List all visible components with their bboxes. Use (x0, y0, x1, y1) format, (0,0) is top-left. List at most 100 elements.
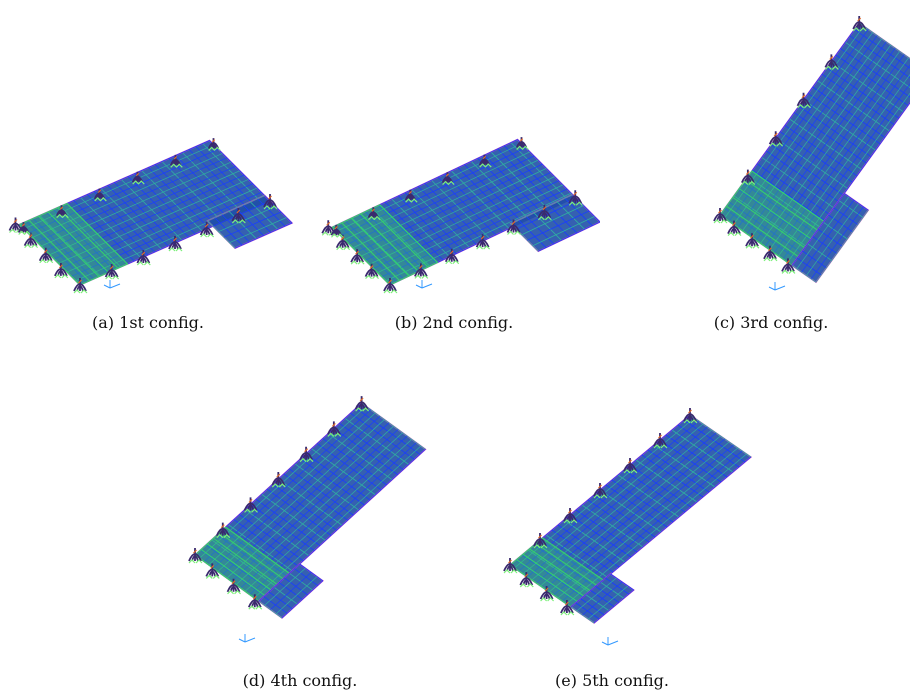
grid-line (858, 22, 910, 60)
band-line (509, 564, 572, 608)
support-branches (168, 236, 182, 250)
grid-line (53, 174, 245, 260)
grid-line (203, 409, 371, 562)
band-line (542, 537, 604, 581)
grid-line (270, 572, 312, 610)
support-base (39, 258, 54, 264)
support-branches (713, 208, 727, 222)
support-base (445, 259, 460, 265)
structural-model-4 (188, 396, 427, 643)
support-column (205, 563, 220, 579)
grid-line (275, 576, 318, 615)
support-branches (23, 232, 38, 246)
grid-line (344, 151, 531, 240)
support-accent (750, 234, 754, 239)
supports (321, 137, 583, 294)
subfigure-a (0, 50, 300, 310)
band-line (350, 217, 410, 277)
grid-line (810, 206, 864, 280)
support-branches (327, 421, 341, 435)
support-accent (248, 498, 253, 503)
supports (713, 16, 867, 274)
axis-x (421, 283, 433, 289)
grid-line (49, 170, 240, 256)
axis-triad (238, 634, 256, 643)
support-column (169, 154, 183, 168)
support-column (414, 263, 429, 279)
support-column (539, 586, 555, 602)
support-accent (13, 219, 18, 223)
grid-line (218, 206, 276, 233)
structural-model-2 (321, 137, 600, 294)
support-base (170, 163, 183, 168)
band-line (732, 196, 806, 249)
grid-line (576, 577, 617, 612)
grid-line (531, 429, 712, 581)
grid-line (817, 229, 843, 247)
grid-line (231, 429, 399, 582)
grid-line (746, 41, 887, 235)
support-base (327, 432, 342, 437)
support-base (745, 244, 760, 249)
support-accent (768, 247, 772, 252)
support-base (227, 589, 241, 595)
support-accent (326, 221, 331, 226)
support-base (516, 145, 529, 150)
support-accent (857, 17, 862, 22)
caption-b: (b) 2nd config. (394, 313, 514, 332)
band-line (745, 179, 818, 231)
band-line (206, 543, 272, 591)
support-accent (573, 191, 578, 196)
support-accent (449, 250, 454, 255)
support-accent (369, 265, 374, 269)
support-column (478, 154, 492, 168)
support-column (364, 263, 379, 279)
grid-line (796, 196, 850, 269)
support-branches (383, 278, 397, 292)
grid-line (207, 195, 265, 222)
support-column (243, 497, 258, 513)
support-column (231, 208, 246, 224)
structural-model-5 (503, 408, 753, 646)
support-branches (824, 54, 839, 68)
support-column (781, 258, 796, 274)
support-base (350, 260, 365, 265)
support-accent (204, 223, 209, 228)
support-column (54, 262, 69, 279)
support-branches (444, 248, 459, 263)
structural-model-1 (8, 138, 294, 294)
band-line (219, 532, 284, 580)
grid-line (737, 35, 878, 228)
support-base (231, 219, 246, 224)
support-accent (829, 55, 834, 60)
grid-line (724, 25, 864, 219)
support-base (56, 213, 69, 219)
support-branches (414, 263, 428, 277)
support-base (54, 274, 69, 279)
support-base (18, 230, 31, 235)
support-accent (109, 265, 114, 270)
support-branches (727, 220, 741, 234)
support-branches (231, 208, 246, 222)
grid-line (549, 205, 578, 234)
grid-line (557, 447, 739, 599)
support-accent (78, 279, 82, 284)
support-branches (38, 247, 53, 262)
support-column (503, 558, 518, 574)
support-base (568, 201, 583, 206)
grid-line (518, 420, 699, 572)
support-column (824, 54, 839, 70)
axis-y (415, 284, 423, 289)
grid-line (32, 153, 223, 238)
support-accent (445, 173, 450, 177)
grid-line (812, 236, 838, 254)
support-accent (482, 155, 487, 160)
support-accent (268, 195, 272, 200)
grid-line (773, 64, 910, 254)
support-branches (73, 278, 87, 292)
support-branches (54, 262, 68, 277)
grid-line (212, 200, 271, 227)
support-branches (199, 222, 214, 236)
grid-line (522, 423, 704, 575)
support-base (188, 559, 203, 564)
